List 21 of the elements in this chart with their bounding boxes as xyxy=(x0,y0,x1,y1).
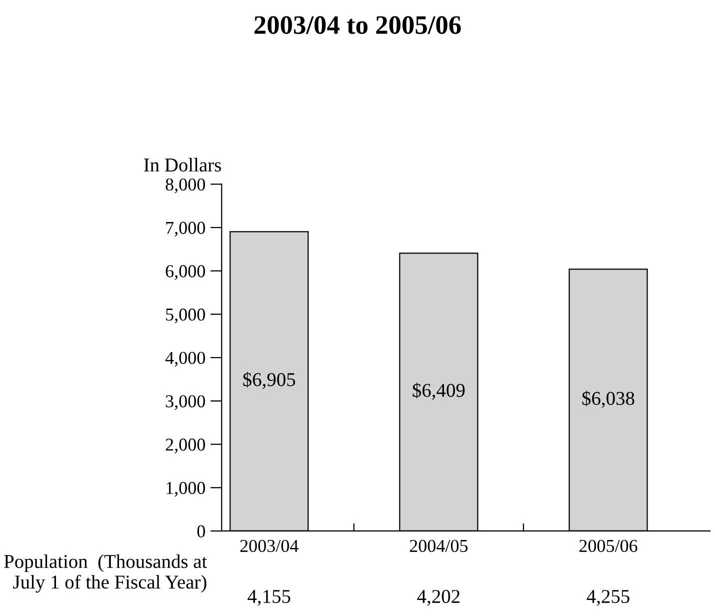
y-tick-label: 6,000 xyxy=(166,265,205,280)
x-tick-label: 2005/06 xyxy=(579,540,638,552)
y-tick-label: 2,000 xyxy=(166,438,205,454)
y-tick-label: 4,000 xyxy=(165,352,205,367)
y-axis-title: In Dollars xyxy=(144,158,221,172)
data-label: $6,038 xyxy=(582,390,634,408)
x-tick-label: 2003/04 xyxy=(240,540,298,552)
text: 4,255 xyxy=(586,590,630,606)
y-tick-label: 0 xyxy=(197,525,205,538)
data-label: $6,409 xyxy=(412,382,465,400)
data-label: $6,905 xyxy=(243,372,296,389)
text: 4,202 xyxy=(417,590,460,606)
y-tick-label: 5,000 xyxy=(166,308,205,324)
text: Population (Thousands at July 1 of the Fiscal Year) xyxy=(4,554,208,593)
y-tick-label: 8,000 xyxy=(166,178,205,194)
y-tick-label: 3,000 xyxy=(166,395,205,410)
text: 4,155 xyxy=(248,590,290,606)
y-tick-label: 1,000 xyxy=(166,482,205,497)
y-tick-label: 7,000 xyxy=(166,222,205,237)
chart-title: 2003/04 to 2005/06 xyxy=(254,16,461,34)
x-tick-label: 2004/05 xyxy=(410,540,468,552)
